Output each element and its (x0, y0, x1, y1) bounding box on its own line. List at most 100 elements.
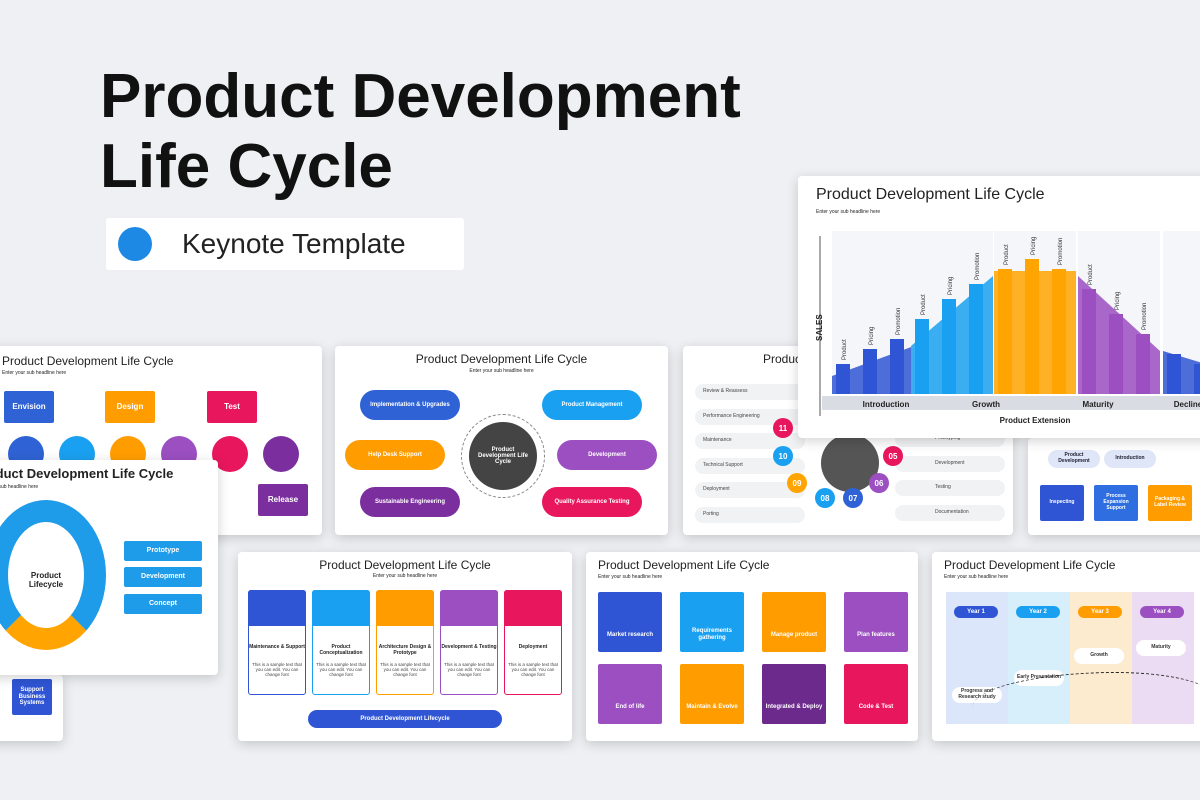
number-circle: 11 (773, 418, 793, 438)
year-pill: Year 3 (1078, 606, 1122, 618)
note: Growth (1074, 648, 1124, 664)
badge-text: Keynote Template (182, 228, 406, 259)
slide: Product Development Life Cycle Enter your… (798, 176, 1200, 438)
slide-title: Product Development Life Cycle (2, 354, 174, 368)
bar (863, 349, 877, 394)
slide-subtitle: Enter your sub headline here (0, 484, 39, 490)
chevron: Product Development (1048, 450, 1100, 468)
trend-line (972, 672, 1200, 732)
bar (836, 364, 850, 394)
step-circle (263, 436, 299, 472)
axis-label: SALES (815, 314, 824, 341)
bar-label: Promotion (896, 308, 902, 335)
bar (942, 299, 956, 394)
process-box: Process Expansion Support (1094, 485, 1138, 521)
card-text: This is a sample text that you can edit.… (508, 662, 558, 677)
slide-title: Product Development Life Cycle (319, 558, 491, 572)
right-pill: Development (895, 455, 1005, 472)
process-box: Packaging & Label Review (1148, 485, 1192, 521)
slide: Support Business Systems (0, 675, 63, 741)
card-text: This is a sample text that you can edit.… (252, 662, 302, 677)
number-circle: 05 (883, 446, 903, 466)
center-ring (461, 414, 545, 498)
bar-label: Product (921, 294, 927, 315)
bar (1109, 314, 1123, 394)
stage-label: Introduction (863, 400, 910, 409)
card-title: Architecture Design & Prototype (378, 644, 432, 656)
slide-subtitle: Enter your sub headline here (944, 574, 1009, 580)
pill: Help Desk Support (345, 440, 445, 470)
flow-step: Integrated & Deploy (762, 664, 826, 724)
card-head (440, 590, 498, 626)
slide-subtitle: Enter your sub headline here (816, 209, 881, 215)
bar (1025, 259, 1039, 394)
slide-subtitle: Enter your sub headline here (372, 573, 438, 579)
left-pill: Porting (695, 506, 805, 523)
flow-step: Maintain & Evolve (680, 664, 744, 724)
number-circle: 10 (773, 446, 793, 466)
bar-label: Promotion (1142, 303, 1148, 330)
bar (1082, 289, 1096, 394)
footer-pill: Product Development Lifecycle (308, 710, 502, 728)
bar-label: Product (1004, 244, 1010, 265)
bar (969, 284, 983, 394)
badge: Keynote Template (106, 218, 464, 270)
card-head (248, 590, 306, 626)
bar-label: Promotion (1058, 238, 1064, 265)
card-title: Development & Testing (441, 644, 497, 650)
card-head (504, 590, 562, 626)
bar (998, 269, 1012, 394)
bar (1167, 354, 1181, 394)
number-circle: 08 (815, 488, 835, 508)
number-circle: 09 (787, 473, 807, 493)
year-pill: Year 2 (1016, 606, 1060, 618)
process-box: Inspecting (1040, 485, 1084, 521)
center-circle: Product Lifecycle (18, 552, 74, 608)
bar (1194, 364, 1200, 394)
step-circle (212, 436, 248, 472)
card-text: This is a sample text that you can edit.… (316, 662, 366, 677)
stage-label: Growth (972, 400, 1000, 409)
slide-subtitle: Enter your sub headline here (469, 368, 534, 374)
bar (1052, 269, 1066, 394)
flow-step: End of life (598, 664, 662, 724)
pill: Quality Assurance Testing (542, 487, 642, 517)
step-box: Test (207, 391, 257, 423)
left-pill: Deployment (695, 482, 805, 498)
slide: Product Development Life Cycle Enter your… (335, 346, 668, 535)
card-head (312, 590, 370, 626)
slide-title: Product Development Life Cycle (415, 352, 588, 366)
note: Maturity (1136, 640, 1186, 656)
flow-step: Market research (598, 592, 662, 652)
card-title: Deployment (518, 644, 548, 650)
number-circle: 06 (869, 473, 889, 493)
bar-label: Pricing (1115, 292, 1121, 310)
card-text: This is a sample text that you can edit.… (380, 662, 430, 677)
center-circle: Product Development Life Cycle (469, 422, 537, 490)
item-box: Development (124, 567, 202, 587)
slide-title: Product Development Life Cycle (944, 558, 1116, 572)
chevron: Introduction (1104, 450, 1156, 468)
step-box: Design (105, 391, 155, 423)
slide-title: Product Development Life Cycle (816, 186, 1045, 203)
right-pill: Testing (895, 480, 1005, 496)
card-head (376, 590, 434, 626)
year-pill: Year 4 (1140, 606, 1184, 618)
step-box: Envision (4, 391, 54, 423)
pill: Development (557, 440, 657, 470)
year-pill: Year 1 (954, 606, 998, 618)
bar (915, 319, 929, 394)
extension-label: Product Extension (1000, 416, 1071, 425)
bar (890, 339, 904, 394)
stage-strip (822, 396, 1200, 410)
lifecycle-graphic: SALES Product Pricing Promotion Product Prici… (815, 231, 1200, 425)
slide-title: Product Development Life Cycle (0, 466, 174, 481)
slide: Product Development Introduction Inspectin… (1028, 438, 1200, 535)
bar-label: Pricing (948, 277, 954, 295)
flow-step: Code & Test (844, 664, 908, 724)
card-title: Product Conceptualization (319, 644, 363, 656)
slide: Product Development Life Cycle Enter your… (932, 552, 1200, 741)
slide-title: Product Development Life Cycle (598, 558, 770, 572)
